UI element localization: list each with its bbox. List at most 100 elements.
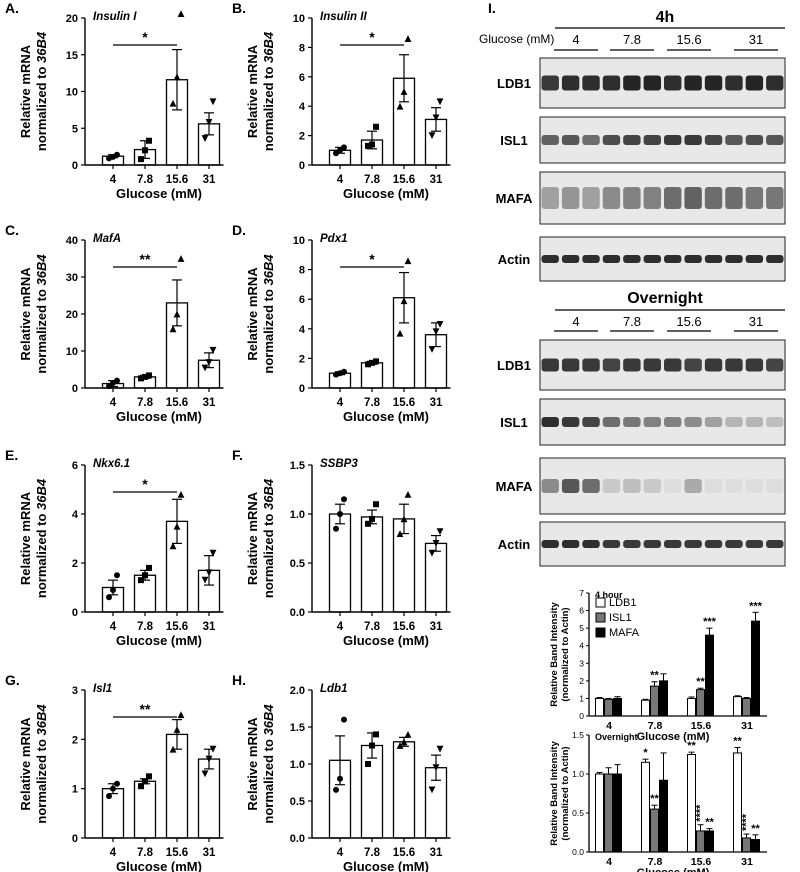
- bar-ldb1: [687, 754, 696, 853]
- x-tick-label: 7.8: [137, 621, 154, 633]
- blot-band: [623, 135, 641, 145]
- lane-label: 15.6: [676, 314, 701, 329]
- blot-band: [745, 135, 764, 145]
- y-axis-label-text: normalized to: [34, 735, 49, 823]
- y-tick-label: 1.5: [290, 460, 305, 472]
- y-tick-label: 2: [579, 676, 584, 686]
- y-tick-label: 2: [72, 558, 78, 570]
- lane-label: 31: [749, 314, 763, 329]
- y-tick-label: 6: [299, 72, 305, 84]
- x-tick-label: 15.6: [691, 720, 712, 732]
- data-point: [201, 135, 209, 142]
- blot-band: [643, 135, 661, 145]
- blot-band: [745, 358, 764, 372]
- data-point: [142, 147, 148, 154]
- x-tick-label: 4: [110, 174, 117, 186]
- blot-band: [725, 255, 743, 263]
- bar-mafa: [613, 773, 622, 853]
- chart-panel-d: 0 2 4 6 8 10 4 7.8 15.6 31 * D. Pdx1 Glucose (mM) Rela…: [232, 222, 451, 424]
- blot-band: [602, 135, 621, 145]
- data-point: [114, 572, 120, 579]
- x-tick-label: 7.8: [137, 174, 154, 186]
- x-axis-label: Glucose (mM): [343, 859, 429, 872]
- blot-band: [561, 479, 580, 493]
- bar-ldb1: [687, 697, 696, 717]
- blot-strip-ldb1: LDB1: [497, 57, 786, 109]
- data-point: [400, 297, 408, 305]
- blot-band: [725, 540, 743, 548]
- x-tick-label: 15.6: [393, 847, 415, 859]
- y-tick-label: 10: [293, 13, 305, 25]
- blot-band: [541, 187, 559, 209]
- x-tick-label: 31: [741, 856, 753, 868]
- blot-row-label: Actin: [498, 252, 531, 267]
- blot-band: [623, 75, 641, 91]
- data-point: [106, 793, 112, 800]
- lane-label: 7.8: [623, 32, 641, 47]
- y-axis-label-text: normalized to: [34, 285, 49, 373]
- blot-header-4h: 4h: [656, 9, 675, 26]
- y-axis-label-line2: normalized to 36B4: [261, 31, 276, 151]
- y-axis-label-text: normalized to: [261, 63, 276, 151]
- y-axis-label-line1: Relative mRNA: [245, 717, 260, 811]
- blot-strip-mafa: MAFA: [496, 171, 786, 225]
- bar: [133, 780, 157, 839]
- data-point: [436, 528, 444, 536]
- data-point: [337, 511, 343, 517]
- data-point: [142, 373, 148, 380]
- legend-label: MAFA: [609, 627, 640, 639]
- x-tick-label: 31: [203, 847, 216, 859]
- y-tick-label: 0.0: [290, 607, 305, 619]
- data-point: [177, 711, 185, 719]
- data-point: [428, 132, 436, 139]
- blot-band: [725, 75, 743, 91]
- data-point: [142, 572, 148, 579]
- blot-band: [766, 479, 784, 493]
- data-point: [428, 346, 436, 353]
- x-axis-label: Glucose (mM): [343, 633, 429, 648]
- blot-strip-actin: Actin: [498, 236, 786, 282]
- panel-label: I.: [488, 0, 496, 16]
- y-tick-label: 20: [66, 13, 78, 25]
- blot-band: [704, 417, 723, 427]
- x-tick-label: 7.8: [364, 847, 381, 859]
- blot-band: [541, 255, 559, 263]
- data-point: [201, 770, 209, 778]
- chart-panel-b: 0 2 4 6 8 10 4 7.8 15.6 31 * B. Insulin II Glucose (m…: [232, 0, 451, 201]
- data-point: [373, 501, 379, 508]
- y-tick-label: 3: [72, 685, 78, 697]
- x-tick-label: 31: [203, 397, 216, 409]
- x-axis-label: Glucose (mM): [637, 731, 710, 743]
- data-point: [365, 142, 371, 149]
- blot-band: [582, 358, 600, 372]
- blot-band: [766, 358, 784, 372]
- y-tick-label: 6: [579, 606, 584, 616]
- y-axis-label-line1: Relative Band Intensity: [549, 602, 560, 707]
- x-tick-label: 7.8: [364, 174, 381, 186]
- panel-label: H.: [232, 672, 246, 688]
- data-point: [138, 375, 144, 382]
- data-point: [106, 594, 112, 601]
- data-point: [169, 325, 177, 333]
- significance-label: ****: [741, 813, 753, 831]
- blot-band: [745, 187, 764, 209]
- y-axis-label-line2: normalized to 36B4: [261, 478, 276, 598]
- y-tick-label: 0: [72, 833, 78, 845]
- data-point: [400, 515, 408, 523]
- x-tick-label: 31: [430, 847, 443, 859]
- legend-swatch: [595, 612, 606, 623]
- data-point: [209, 98, 217, 106]
- y-axis-label-line2: normalized to 36B4: [34, 704, 49, 824]
- y-axis-label-line1: Relative Band Intensity: [549, 741, 560, 846]
- y-tick-label: 6: [299, 294, 305, 306]
- x-tick-label: 4: [337, 847, 344, 859]
- blot-band: [623, 358, 641, 372]
- data-point: [177, 255, 185, 262]
- blot-band: [582, 540, 600, 548]
- bar: [392, 741, 416, 839]
- blot-band: [684, 75, 702, 91]
- blot-membrane: [539, 57, 786, 109]
- data-point: [436, 98, 444, 106]
